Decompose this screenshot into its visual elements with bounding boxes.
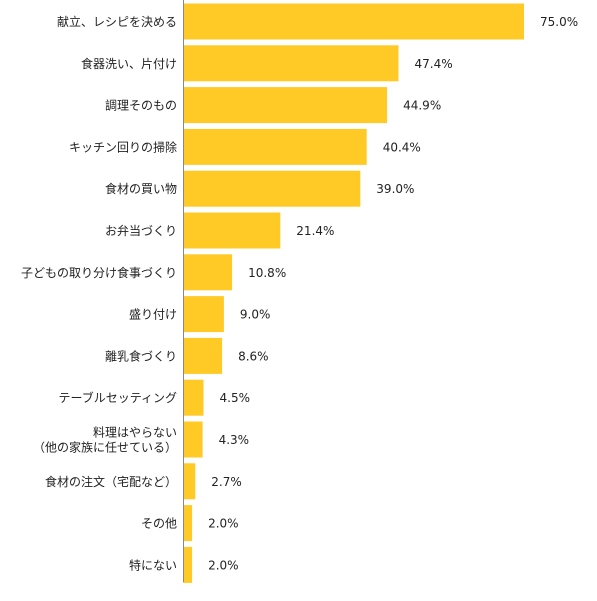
value-label-1: 47.4%	[415, 57, 453, 71]
bar-8	[183, 337, 223, 374]
bar-6	[183, 254, 233, 291]
bar-0	[183, 3, 524, 40]
value-label-9: 4.5%	[220, 391, 251, 405]
bar-13	[183, 546, 193, 583]
category-label-11: 食材の注文（宅配など）	[45, 474, 177, 489]
category-label-1: 食器洗い、片付け	[81, 56, 177, 71]
category-label-3: キッチン回りの掃除	[69, 139, 177, 154]
value-label-12: 2.0%	[208, 517, 239, 531]
value-label-7: 9.0%	[240, 308, 271, 322]
bar-4	[183, 170, 361, 207]
value-label-3: 40.4%	[383, 140, 421, 154]
bar-9	[183, 379, 204, 416]
category-label-4: 食材の買い物	[105, 181, 177, 196]
category-label-5: お弁当づくり	[105, 223, 177, 238]
category-label-2: 調理そのもの	[105, 99, 177, 113]
value-label-4: 39.0%	[376, 182, 414, 196]
bar-5	[183, 212, 281, 249]
category-label-7: 盛り付け	[129, 307, 177, 322]
category-label-6: 子どもの取り分け食事づくり	[21, 265, 177, 280]
bar-1	[183, 45, 399, 82]
value-label-13: 2.0%	[208, 558, 239, 572]
category-label-9: テーブルセッティング	[58, 390, 177, 405]
category-label-10: 料理はやらない（他の家族に任せている）	[33, 426, 177, 455]
value-label-8: 8.6%	[238, 349, 269, 363]
value-label-11: 2.7%	[211, 475, 242, 489]
value-label-2: 44.9%	[403, 99, 441, 113]
value-label-5: 21.4%	[296, 224, 334, 238]
value-label-6: 10.8%	[248, 266, 286, 280]
bar-10	[183, 421, 203, 458]
category-label-8: 離乳食づくり	[105, 348, 177, 363]
category-label-12: その他	[141, 517, 177, 531]
value-label-10: 4.3%	[219, 433, 250, 447]
bar-11	[183, 463, 196, 500]
bar-7	[183, 296, 224, 333]
bar-2	[183, 87, 388, 124]
category-label-0: 献立、レシピを決める	[57, 14, 177, 29]
bar-12	[183, 505, 193, 542]
value-label-0: 75.0%	[540, 15, 578, 29]
bar-3	[183, 128, 367, 165]
category-label-13: 特にない	[129, 557, 177, 572]
